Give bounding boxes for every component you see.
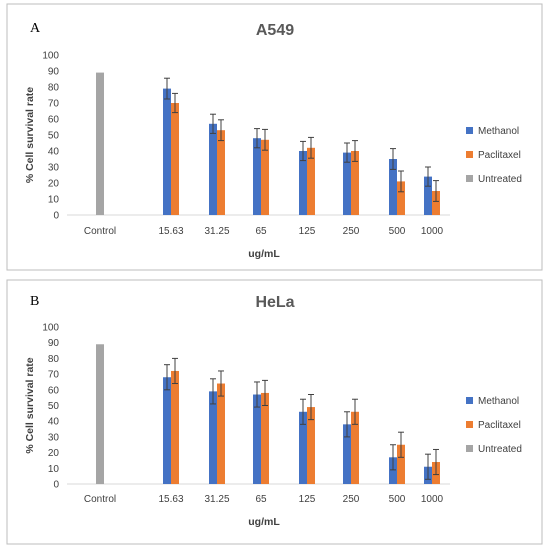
legend-swatch-paclitaxel xyxy=(466,151,473,158)
bar-methanol xyxy=(389,159,397,215)
bar-paclitaxel xyxy=(261,139,269,215)
y-tick-label: 0 xyxy=(53,480,59,491)
y-tick-label: 0 xyxy=(53,211,59,222)
x-tick-label: 65 xyxy=(255,226,267,237)
y-tick-label: 20 xyxy=(48,448,60,459)
x-tick-label: 500 xyxy=(389,494,406,505)
bar-methanol xyxy=(343,152,351,215)
y-tick-label: 70 xyxy=(48,370,60,381)
bar-paclitaxel xyxy=(217,383,225,484)
legend-swatch-methanol xyxy=(466,397,473,404)
y-tick-label: 70 xyxy=(48,99,60,110)
y-tick-label: 30 xyxy=(48,163,60,174)
bar-methanol xyxy=(163,377,171,484)
legend-label: Methanol xyxy=(478,126,519,137)
bar-paclitaxel xyxy=(397,444,405,484)
bar-methanol xyxy=(343,424,351,484)
bar-paclitaxel xyxy=(217,130,225,215)
bar-methanol xyxy=(209,123,217,215)
y-tick-label: 90 xyxy=(48,67,60,78)
x-tick-label: 125 xyxy=(299,226,316,237)
y-axis-label: % Cell survival rate xyxy=(24,357,36,453)
bar-methanol xyxy=(389,457,397,484)
bar-paclitaxel xyxy=(351,151,359,215)
y-tick-label: 50 xyxy=(48,131,60,142)
y-tick-label: 80 xyxy=(48,83,60,94)
bar-paclitaxel xyxy=(397,181,405,215)
y-tick-label: 30 xyxy=(48,432,60,443)
y-tick-label: 50 xyxy=(48,401,60,412)
bar-methanol xyxy=(163,88,171,215)
y-tick-label: 100 xyxy=(42,323,59,334)
x-tick-label: 125 xyxy=(299,494,316,505)
y-tick-label: 10 xyxy=(48,195,60,206)
x-tick-label: 31.25 xyxy=(204,226,229,237)
x-axis-label: ug/mL xyxy=(248,248,280,260)
bar-untreated xyxy=(96,344,104,484)
x-tick-label: Control xyxy=(84,494,116,505)
y-tick-label: 40 xyxy=(48,417,60,428)
bar-methanol xyxy=(209,391,217,484)
x-tick-label: 500 xyxy=(389,226,406,237)
x-tick-label: 31.25 xyxy=(204,494,229,505)
legend-label: Untreated xyxy=(478,444,522,455)
y-tick-label: 10 xyxy=(48,464,60,475)
panel-letter: A xyxy=(30,21,41,36)
x-tick-label: 65 xyxy=(255,494,267,505)
bar-methanol xyxy=(299,411,307,484)
x-tick-label: 1000 xyxy=(421,494,444,505)
legend-swatch-paclitaxel xyxy=(466,421,473,428)
legend-swatch-methanol xyxy=(466,127,473,134)
y-axis-label: % Cell survival rate xyxy=(24,87,36,183)
x-tick-label: 250 xyxy=(343,494,360,505)
x-tick-label: Control xyxy=(84,226,116,237)
chart-svg-hela: B HeLa 0 10 20 30 40 50 60 70 80 90 100 % Cell surviv… xyxy=(6,279,543,545)
bar-methanol xyxy=(253,394,261,484)
y-tick-label: 60 xyxy=(48,385,60,396)
legend-label: Untreated xyxy=(478,174,522,185)
x-axis-label: ug/mL xyxy=(248,516,280,528)
bar-paclitaxel xyxy=(432,191,440,215)
legend-label: Paclitaxel xyxy=(478,420,521,431)
bar-methanol xyxy=(299,151,307,215)
bar-paclitaxel xyxy=(171,370,179,484)
bar-paclitaxel xyxy=(261,392,269,484)
bar-paclitaxel xyxy=(171,103,179,215)
bar-paclitaxel xyxy=(307,147,315,215)
chart-panel-hela: B HeLa 0 10 20 30 40 50 60 70 80 90 100 % Cell surviv… xyxy=(0,276,550,550)
legend-label: Methanol xyxy=(478,396,519,407)
bar-methanol xyxy=(253,138,261,215)
y-tick-label: 20 xyxy=(48,179,60,190)
bar-untreated xyxy=(96,72,104,215)
legend-label: Paclitaxel xyxy=(478,150,521,161)
x-tick-label: 15.63 xyxy=(158,494,183,505)
y-tick-label: 80 xyxy=(48,354,60,365)
bar-methanol xyxy=(424,176,432,215)
x-tick-label: 250 xyxy=(343,226,360,237)
chart-title: HeLa xyxy=(255,294,294,311)
y-tick-label: 60 xyxy=(48,115,60,126)
y-tick-label: 90 xyxy=(48,338,60,349)
x-tick-label: 1000 xyxy=(421,226,444,237)
chart-panel-a549: A A549 0 10 20 30 40 50 60 70 80 90 100 % Cell surviv… xyxy=(0,0,550,274)
y-tick-label: 100 xyxy=(42,51,59,62)
panel-letter: B xyxy=(30,294,39,309)
y-tick-label: 40 xyxy=(48,147,60,158)
chart-svg-a549: A A549 0 10 20 30 40 50 60 70 80 90 100 % Cell surviv… xyxy=(6,3,543,271)
chart-title: A549 xyxy=(256,22,294,39)
bar-paclitaxel xyxy=(351,411,359,484)
bar-paclitaxel xyxy=(307,407,315,484)
legend-swatch-untreated xyxy=(466,175,473,182)
x-tick-label: 15.63 xyxy=(158,226,183,237)
legend-swatch-untreated xyxy=(466,445,473,452)
